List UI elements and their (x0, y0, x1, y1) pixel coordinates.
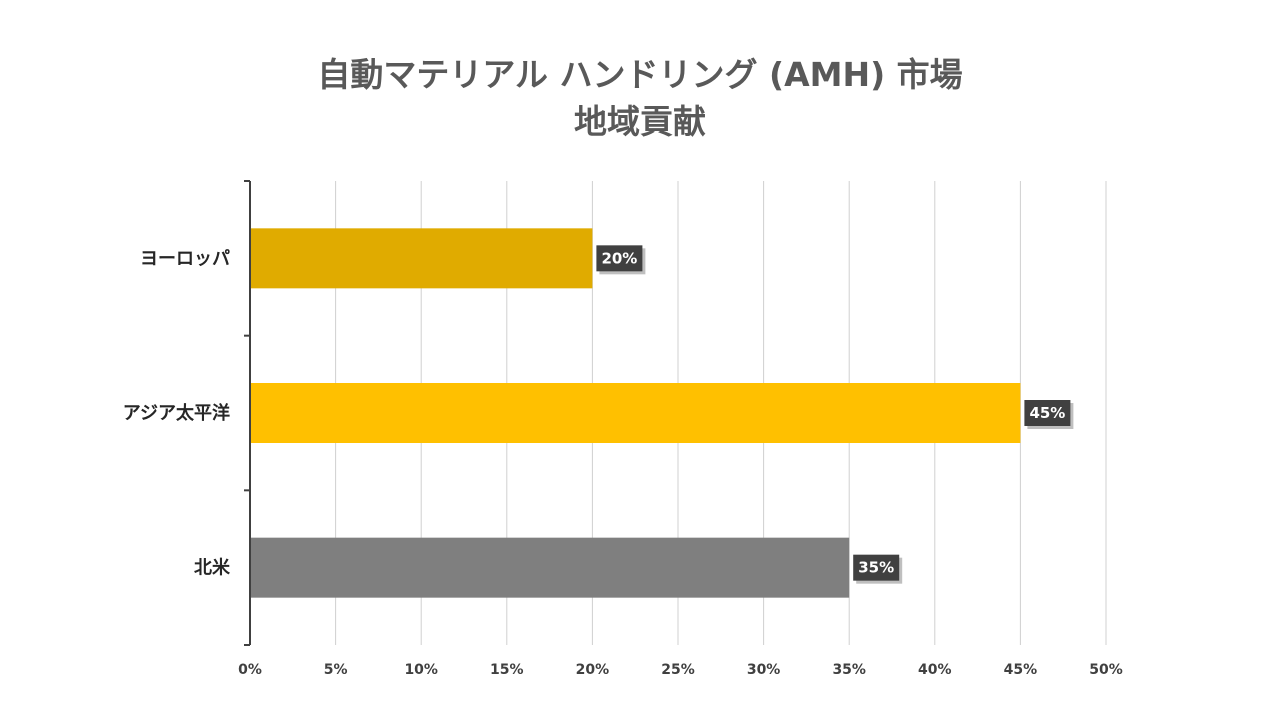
x-tick-label: 15% (490, 662, 524, 678)
data-label-box (596, 245, 643, 272)
bar (251, 383, 1021, 443)
bar-series (251, 228, 1021, 598)
data-label: 20% (601, 249, 637, 267)
data-labels: 20% 45% 35% (596, 245, 1074, 584)
data-label-box (1024, 400, 1071, 426)
category-label: アジア太平洋 (123, 402, 230, 424)
x-tick-label: 5% (324, 662, 348, 678)
x-tick-label: 35% (832, 662, 866, 678)
x-tick-label: 0% (238, 662, 262, 678)
data-label-box (853, 554, 900, 581)
x-tick-label: 25% (661, 662, 695, 678)
bar (251, 228, 593, 289)
chart-title-line-2: 地域貢献 (574, 102, 706, 141)
x-tick-label: 40% (918, 662, 952, 678)
x-tick-label: 45% (1004, 662, 1038, 678)
data-label: 45% (1029, 404, 1065, 422)
category-axis (244, 180, 251, 646)
data-label: 35% (858, 559, 894, 577)
x-tick-label: 30% (747, 662, 781, 678)
category-label: ヨーロッパ (140, 248, 230, 269)
x-tick-labels: 0% 5% 10% 15% 20% 25% 30% 35% 40% 45% 50% (238, 662, 1123, 678)
chart-title-line-1: 自動マテリアル ハンドリング (AMH) 市場 (317, 55, 963, 94)
bar (251, 537, 850, 598)
category-label: 北米 (194, 557, 231, 579)
x-tick-label: 20% (576, 662, 610, 678)
x-tick-label: 10% (404, 662, 438, 678)
x-tick-label: 50% (1089, 662, 1123, 678)
